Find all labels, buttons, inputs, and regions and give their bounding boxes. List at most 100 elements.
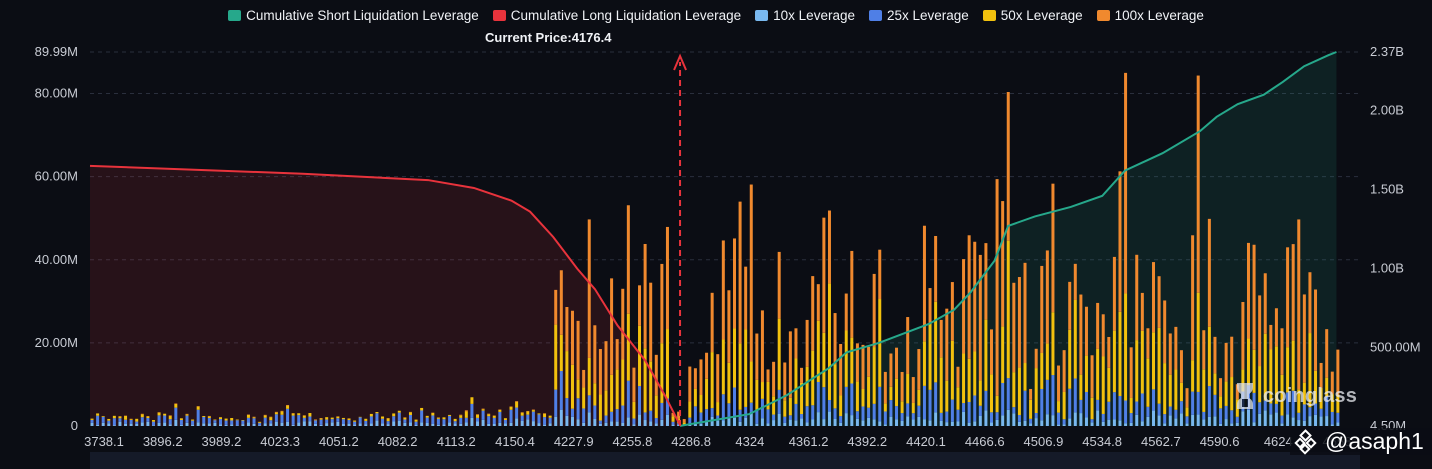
bar-50x bbox=[839, 395, 843, 417]
bar-50x bbox=[1174, 369, 1178, 410]
bar-100x bbox=[1034, 348, 1038, 369]
bar-25x bbox=[570, 408, 574, 417]
bar-100x bbox=[928, 288, 932, 325]
bar-10x bbox=[1135, 414, 1139, 426]
bar-50x bbox=[760, 382, 764, 399]
bar-10x bbox=[705, 421, 709, 426]
bar-10x bbox=[1258, 413, 1262, 426]
bar-50x bbox=[163, 413, 167, 416]
bar-25x bbox=[699, 412, 703, 424]
bar-25x bbox=[537, 414, 541, 424]
bar-25x bbox=[733, 387, 737, 418]
bar-10x bbox=[224, 424, 228, 426]
bar-25x bbox=[1314, 403, 1318, 415]
bar-10x bbox=[1319, 416, 1323, 426]
bar-50x bbox=[1096, 348, 1100, 400]
bar-10x bbox=[436, 424, 440, 426]
bar-100x bbox=[1213, 336, 1217, 374]
bar-25x bbox=[442, 419, 446, 425]
bar-100x bbox=[800, 367, 804, 383]
bar-100x bbox=[934, 235, 938, 302]
bar-25x bbox=[1101, 413, 1105, 422]
chart-scroll-track[interactable] bbox=[90, 452, 1360, 469]
bar-100x bbox=[1051, 183, 1055, 313]
bar-100x bbox=[1207, 218, 1211, 327]
bar-25x bbox=[638, 386, 642, 415]
bar-10x bbox=[928, 420, 932, 426]
bar-25x bbox=[347, 419, 351, 424]
bar-100x bbox=[1219, 378, 1223, 397]
bar-25x bbox=[101, 416, 105, 423]
bar-50x bbox=[783, 400, 787, 417]
bar-50x bbox=[358, 416, 362, 418]
bar-50x bbox=[649, 361, 653, 411]
bar-10x bbox=[219, 424, 223, 426]
bar-25x bbox=[302, 417, 306, 422]
bar-25x bbox=[1263, 400, 1267, 411]
bar-25x bbox=[526, 414, 530, 420]
legend-label-50x: 50x Leverage bbox=[1000, 8, 1083, 23]
bar-10x bbox=[788, 419, 792, 426]
bar-100x bbox=[900, 371, 904, 402]
bar-10x bbox=[643, 420, 647, 426]
x-axis-tick-label: 4113.2 bbox=[437, 434, 476, 449]
bar-10x bbox=[766, 423, 770, 426]
bar-100x bbox=[827, 210, 831, 284]
bar-25x bbox=[934, 382, 938, 413]
bar-10x bbox=[531, 421, 535, 426]
x-axis-tick-label: 4420.1 bbox=[906, 434, 946, 449]
bar-50x bbox=[414, 419, 418, 422]
legend-item-long-cumulative[interactable]: Cumulative Long Liquidation Leverage bbox=[492, 8, 741, 23]
bar-25x bbox=[286, 408, 290, 422]
bar-50x bbox=[934, 301, 938, 383]
bar-50x bbox=[515, 401, 519, 408]
bar-25x bbox=[855, 411, 859, 419]
bar-10x bbox=[950, 421, 954, 426]
bar-10x bbox=[934, 412, 938, 426]
bar-100x bbox=[1246, 242, 1250, 339]
bar-100x bbox=[1073, 263, 1077, 300]
bar-50x bbox=[682, 422, 686, 425]
bar-10x bbox=[135, 423, 139, 426]
legend-item-50x[interactable]: 50x Leverage bbox=[982, 8, 1083, 23]
bar-10x bbox=[286, 421, 290, 426]
bar-100x bbox=[481, 408, 485, 410]
bar-50x bbox=[1168, 374, 1172, 407]
bar-100x bbox=[1068, 281, 1072, 330]
legend-item-short-cumulative[interactable]: Cumulative Short Liquidation Leverage bbox=[228, 8, 479, 23]
bar-100x bbox=[1314, 289, 1318, 371]
bar-25x bbox=[922, 385, 926, 420]
legend-item-25x[interactable]: 25x Leverage bbox=[868, 8, 969, 23]
bar-25x bbox=[397, 412, 401, 421]
bar-50x bbox=[565, 351, 569, 399]
bar-100x bbox=[1012, 282, 1016, 373]
bar-100x bbox=[1263, 273, 1267, 334]
bar-100x bbox=[1029, 388, 1033, 400]
bar-50x bbox=[850, 337, 854, 384]
x-axis-tick-label: 4286.8 bbox=[671, 434, 711, 449]
bar-10x bbox=[576, 419, 580, 426]
bar-25x bbox=[509, 409, 513, 423]
bar-25x bbox=[788, 415, 792, 420]
bar-100x bbox=[693, 368, 697, 389]
coinglass-watermark: coinglass bbox=[1233, 381, 1357, 411]
bar-50x bbox=[1006, 240, 1010, 379]
bar-50x bbox=[660, 343, 664, 403]
bar-100x bbox=[1230, 336, 1234, 378]
legend-item-100x[interactable]: 100x Leverage bbox=[1096, 8, 1204, 23]
bar-10x bbox=[861, 420, 865, 426]
bar-10x bbox=[805, 422, 809, 426]
bar-25x bbox=[1157, 403, 1161, 416]
bar-10x bbox=[375, 420, 379, 426]
bar-100x bbox=[861, 344, 865, 389]
bar-50x bbox=[1107, 367, 1111, 402]
bar-100x bbox=[1090, 355, 1094, 398]
bar-25x bbox=[252, 418, 256, 424]
legend-item-10x[interactable]: 10x Leverage bbox=[755, 8, 855, 23]
bar-50x bbox=[1336, 394, 1340, 413]
bar-100x bbox=[1319, 362, 1323, 388]
bar-50x bbox=[1202, 369, 1206, 412]
bar-25x bbox=[989, 412, 993, 423]
bar-25x bbox=[895, 406, 899, 420]
